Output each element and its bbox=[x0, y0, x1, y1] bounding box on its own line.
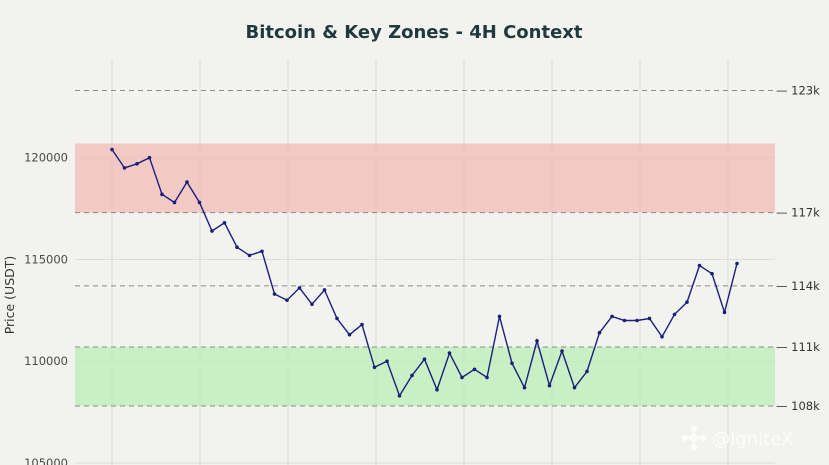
price-point bbox=[160, 192, 164, 197]
level-label: — 111k bbox=[776, 340, 820, 354]
price-point bbox=[585, 369, 589, 374]
price-point bbox=[685, 300, 689, 304]
watermark-text: @IgniteX bbox=[712, 429, 794, 450]
price-point bbox=[185, 180, 189, 184]
price-point bbox=[497, 314, 502, 319]
price-point bbox=[660, 334, 664, 339]
price-point bbox=[110, 147, 114, 152]
plot-area: 105000 110000 115000 120000 — 123k — 117k — 11… bbox=[24, 60, 820, 465]
price-point bbox=[422, 357, 427, 361]
price-point bbox=[572, 385, 577, 390]
y-axis-label: Price (USDT) bbox=[2, 256, 17, 335]
support-zone bbox=[75, 346, 775, 406]
price-point bbox=[235, 245, 239, 250]
price-point bbox=[447, 351, 452, 355]
price-point bbox=[735, 261, 739, 266]
price-point bbox=[347, 332, 352, 337]
y-tick-label: 105000 bbox=[24, 456, 68, 465]
price-point bbox=[547, 383, 552, 388]
price-point bbox=[272, 292, 277, 296]
price-point bbox=[560, 349, 564, 353]
price-point bbox=[147, 155, 152, 160]
price-point bbox=[647, 316, 652, 321]
price-point bbox=[410, 373, 414, 378]
price-point bbox=[435, 387, 439, 392]
price-point bbox=[697, 263, 702, 268]
y-tick-label: 120000 bbox=[24, 151, 68, 165]
price-point bbox=[522, 385, 527, 390]
price-point bbox=[622, 318, 627, 323]
price-point bbox=[672, 312, 677, 317]
price-point bbox=[472, 367, 477, 372]
level-label: — 108k bbox=[776, 399, 820, 413]
price-point bbox=[460, 375, 464, 380]
price-point bbox=[135, 161, 139, 166]
price-point bbox=[335, 316, 339, 321]
level-label: — 117k bbox=[776, 206, 820, 220]
price-point bbox=[635, 318, 639, 323]
price-point bbox=[485, 375, 489, 380]
y-tick-label: 110000 bbox=[24, 354, 68, 368]
price-point bbox=[610, 314, 614, 319]
price-point bbox=[322, 288, 327, 292]
price-point bbox=[510, 361, 514, 366]
price-point bbox=[122, 166, 127, 170]
price-point bbox=[372, 365, 377, 370]
y-tick-label: 115000 bbox=[24, 252, 68, 266]
price-point bbox=[310, 302, 314, 307]
level-label: — 114k bbox=[776, 279, 820, 293]
price-point bbox=[260, 249, 264, 254]
price-point bbox=[360, 322, 364, 327]
price-point bbox=[597, 330, 602, 335]
price-point bbox=[285, 298, 289, 302]
price-point bbox=[535, 339, 539, 343]
price-point bbox=[172, 200, 177, 205]
price-point bbox=[210, 229, 214, 233]
price-point bbox=[297, 286, 302, 290]
chart-title: Bitcoin & Key Zones - 4H Context bbox=[245, 22, 582, 43]
resistance-zone bbox=[75, 143, 775, 213]
price-point bbox=[722, 310, 727, 315]
watermark: @IgniteX bbox=[680, 424, 794, 452]
binance-icon bbox=[680, 424, 708, 452]
price-point bbox=[397, 394, 402, 398]
price-point bbox=[222, 221, 227, 225]
price-point bbox=[385, 359, 389, 364]
price-point bbox=[247, 253, 252, 258]
level-label: — 123k bbox=[776, 84, 820, 98]
price-point bbox=[197, 200, 202, 205]
price-point bbox=[710, 271, 714, 276]
